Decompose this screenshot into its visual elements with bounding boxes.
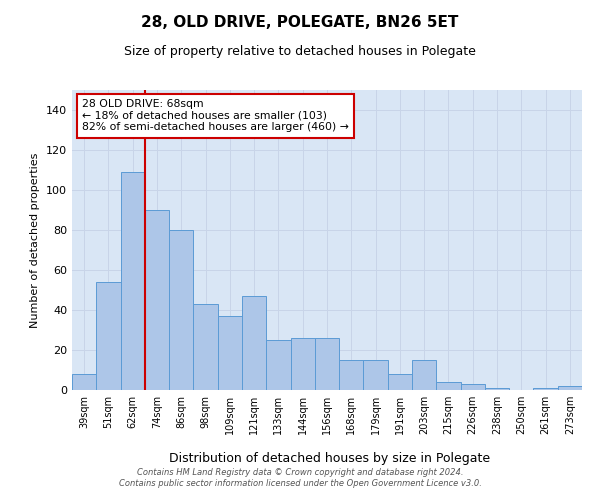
Bar xyxy=(72,374,96,390)
Bar xyxy=(218,316,242,390)
Bar xyxy=(339,360,364,390)
Bar xyxy=(364,360,388,390)
Bar xyxy=(485,388,509,390)
Bar xyxy=(436,382,461,390)
Bar xyxy=(242,296,266,390)
Bar xyxy=(169,230,193,390)
Text: 28, OLD DRIVE, POLEGATE, BN26 5ET: 28, OLD DRIVE, POLEGATE, BN26 5ET xyxy=(142,15,458,30)
Text: Contains HM Land Registry data © Crown copyright and database right 2024.
Contai: Contains HM Land Registry data © Crown c… xyxy=(119,468,481,487)
Text: 28 OLD DRIVE: 68sqm
← 18% of detached houses are smaller (103)
82% of semi-detac: 28 OLD DRIVE: 68sqm ← 18% of detached ho… xyxy=(82,99,349,132)
Bar xyxy=(290,338,315,390)
Text: Size of property relative to detached houses in Polegate: Size of property relative to detached ho… xyxy=(124,45,476,58)
Bar xyxy=(533,388,558,390)
Bar xyxy=(193,304,218,390)
Bar xyxy=(388,374,412,390)
Y-axis label: Number of detached properties: Number of detached properties xyxy=(31,152,40,328)
Bar xyxy=(315,338,339,390)
Bar xyxy=(558,386,582,390)
Bar xyxy=(461,384,485,390)
Bar xyxy=(145,210,169,390)
Bar xyxy=(96,282,121,390)
Text: Distribution of detached houses by size in Polegate: Distribution of detached houses by size … xyxy=(169,452,491,465)
Bar xyxy=(266,340,290,390)
Bar xyxy=(121,172,145,390)
Bar xyxy=(412,360,436,390)
